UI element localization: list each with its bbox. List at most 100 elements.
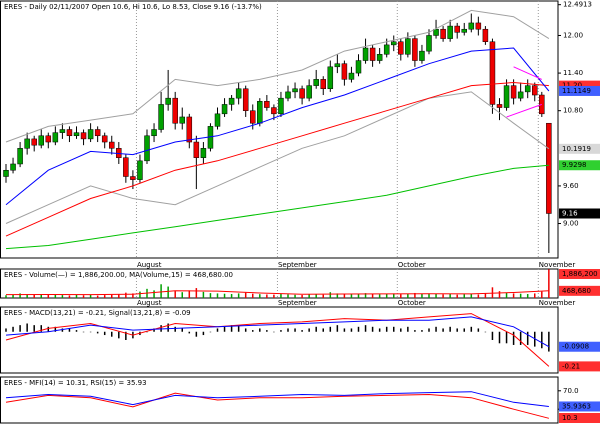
bar — [146, 331, 148, 333]
candle-body — [151, 129, 157, 137]
candle-body — [59, 129, 66, 133]
value-tag-label: 9.9298 — [562, 161, 587, 169]
bar — [470, 326, 473, 332]
bar — [421, 330, 423, 332]
bar — [322, 328, 324, 332]
bar — [414, 292, 416, 298]
bar — [336, 293, 339, 298]
bar — [223, 326, 226, 332]
bar — [174, 291, 176, 298]
bar — [287, 294, 289, 298]
bar — [350, 328, 353, 332]
candle-body — [327, 66, 334, 90]
candle-body — [264, 101, 270, 108]
bar — [442, 328, 444, 332]
bar — [111, 294, 113, 298]
x-tick-label: November — [539, 261, 576, 269]
bar — [12, 326, 14, 332]
y-tick-label: 9.00 — [563, 220, 579, 228]
bar — [259, 328, 261, 332]
candle-body — [532, 85, 538, 96]
bar — [393, 293, 395, 298]
bar — [33, 294, 35, 298]
indicator-line — [5, 81, 549, 237]
bar — [491, 331, 494, 340]
bar — [19, 325, 21, 332]
bar — [442, 294, 444, 298]
candle-body — [228, 97, 235, 105]
candle-body — [186, 116, 193, 143]
candle-body — [362, 47, 369, 61]
bar — [61, 295, 64, 298]
x-tick-label: October — [398, 261, 426, 269]
bar — [181, 292, 183, 298]
bar — [519, 331, 522, 345]
bar — [308, 328, 310, 332]
bar — [82, 331, 85, 333]
bar — [428, 328, 430, 332]
bar — [266, 294, 268, 298]
bar — [111, 331, 113, 337]
candle-body — [130, 176, 136, 180]
value-tag-label: 10.1919 — [562, 145, 591, 153]
candle-body — [257, 101, 263, 124]
bar — [456, 328, 458, 332]
panel-frame — [0, 376, 559, 424]
candle-body — [66, 129, 73, 137]
bar — [378, 328, 381, 332]
x-tick-label: September — [278, 299, 317, 307]
bar — [19, 293, 21, 298]
x-tick-label: August — [137, 299, 162, 307]
candle-body — [250, 110, 256, 124]
candle-body — [447, 25, 453, 39]
bar — [378, 294, 381, 298]
candle-body — [278, 97, 284, 115]
value-tag — [559, 85, 600, 96]
candle-body — [510, 85, 517, 99]
bar — [118, 331, 120, 339]
candle-body — [144, 135, 150, 162]
bar — [484, 331, 487, 333]
bar — [301, 330, 303, 332]
candle-body — [299, 88, 305, 99]
indicator-line — [5, 391, 549, 407]
bar — [82, 295, 85, 298]
candle-body — [214, 113, 221, 127]
candle-body — [405, 38, 411, 55]
candle-body — [158, 104, 164, 130]
bar — [252, 293, 254, 298]
bar — [195, 331, 198, 337]
value-tag-label: 468,680 — [562, 287, 591, 295]
bar — [26, 323, 28, 332]
bar — [407, 293, 409, 298]
candle-body — [137, 160, 143, 180]
bar — [463, 294, 465, 298]
bar — [266, 330, 268, 332]
bar — [103, 295, 106, 298]
candle-body — [87, 129, 94, 140]
bar — [96, 295, 99, 298]
bar — [287, 328, 289, 332]
candle-body — [123, 157, 129, 177]
bar — [40, 294, 42, 298]
bar — [61, 328, 64, 332]
candle-body — [369, 47, 376, 61]
bar — [174, 326, 176, 332]
bar — [5, 328, 7, 332]
bar — [315, 294, 317, 298]
candle-body — [45, 135, 52, 143]
bar — [195, 288, 198, 298]
indicator-line — [5, 9, 550, 143]
bar — [75, 330, 78, 332]
bar — [435, 293, 437, 298]
candle-body — [468, 22, 475, 30]
bar — [167, 286, 169, 298]
bar — [428, 293, 430, 298]
value-tag-label: 10.3 — [562, 414, 578, 422]
value-tag — [559, 208, 600, 219]
value-tag — [559, 80, 600, 91]
bar — [47, 326, 50, 332]
bar — [400, 328, 402, 332]
bar — [12, 294, 14, 298]
bar — [202, 331, 205, 336]
